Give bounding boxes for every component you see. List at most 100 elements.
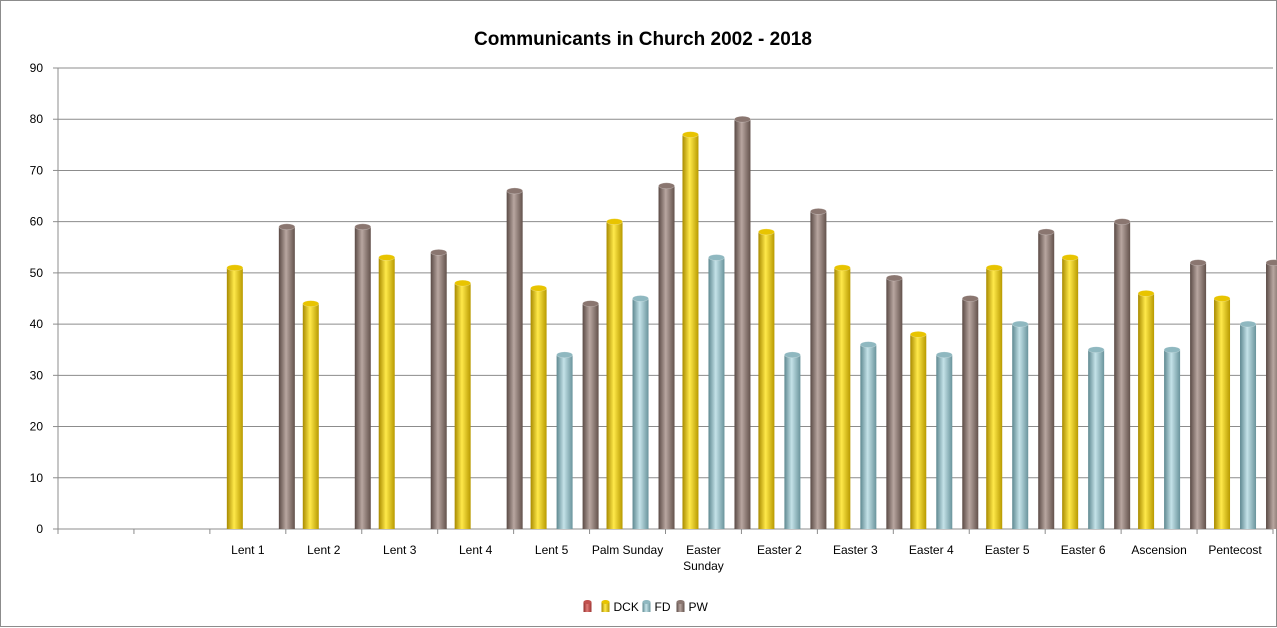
bar-top	[961, 295, 979, 302]
bar-dck-6	[530, 284, 547, 529]
bar-top	[278, 223, 296, 231]
bar-body	[454, 283, 471, 529]
bar-body	[936, 354, 953, 529]
bar-dck-4	[378, 254, 396, 529]
bar-top	[354, 223, 372, 231]
bar-pw-5	[506, 187, 523, 529]
y-tick-label: 30	[30, 368, 44, 382]
bar-fd-14	[1163, 346, 1181, 529]
bar-body	[886, 278, 903, 529]
bar-pw-11	[961, 295, 979, 529]
bar-fd-12	[1011, 320, 1029, 529]
bar-body	[1214, 298, 1231, 529]
bar-body	[632, 298, 649, 529]
bar-top	[1113, 218, 1131, 225]
legend-swatch	[642, 602, 651, 612]
bar-dck-5	[454, 279, 471, 529]
bar-top	[226, 264, 244, 272]
bar-top	[582, 300, 599, 307]
bar-body	[784, 354, 801, 529]
bar-top	[658, 182, 675, 190]
legend-entry-dck: DCK	[601, 600, 639, 614]
bar-pw-13	[1113, 218, 1131, 529]
bar-top	[1189, 259, 1207, 266]
y-tick-label: 60	[30, 215, 44, 229]
bar-top	[430, 249, 448, 256]
bar-pw-15	[1265, 259, 1277, 529]
bar-fd-6	[556, 351, 573, 529]
bar-body	[1266, 262, 1277, 529]
bar-dck-3	[302, 300, 320, 529]
bar-body	[758, 231, 775, 529]
bar-body	[986, 267, 1003, 529]
legend-swatch-top	[642, 600, 651, 604]
y-tick-label: 0	[36, 522, 43, 536]
bar-body	[860, 344, 877, 529]
legend-entry-series	[583, 600, 592, 612]
bar-body	[1114, 221, 1131, 529]
bar-body	[354, 226, 371, 530]
bar-top	[1213, 295, 1231, 302]
y-tick-label: 90	[30, 61, 44, 75]
bar-body	[530, 288, 547, 529]
bar-dck-8	[682, 131, 699, 530]
bar-body	[810, 211, 827, 529]
x-tick-label: Easter 3	[833, 543, 878, 557]
bar-top	[886, 274, 903, 282]
x-tick-label: Ascension	[1131, 543, 1186, 557]
x-tick-label: Easter 6	[1061, 543, 1106, 557]
legend-label: FD	[655, 600, 671, 614]
bar-body	[226, 267, 243, 529]
bar-dck-12	[985, 264, 1003, 529]
x-tick-label: Easter	[686, 543, 721, 557]
bar-body	[1088, 349, 1105, 529]
legend-swatch-top	[676, 600, 685, 604]
bar-top	[682, 131, 699, 138]
bar-dck-10	[834, 264, 851, 529]
legend-entry-fd: FD	[642, 600, 671, 614]
bar-body	[1138, 293, 1155, 529]
bar-body	[1038, 231, 1055, 529]
bar-dck-7	[606, 218, 623, 529]
bar-fd-15	[1239, 320, 1257, 529]
x-tick-label: Lent 5	[535, 543, 569, 557]
bar-top	[632, 295, 649, 302]
bar-top	[784, 351, 801, 359]
bar-top	[1137, 290, 1155, 297]
legend: DCK FD PW	[583, 600, 709, 614]
bar-top	[810, 208, 827, 215]
bar-pw-2	[278, 223, 296, 530]
x-tick-label: Lent 3	[383, 543, 417, 557]
bar-body	[278, 226, 295, 530]
bar-body	[302, 303, 319, 529]
bar-body	[506, 190, 523, 529]
x-tick-label: Lent 4	[459, 543, 493, 557]
bar-top	[1265, 259, 1277, 266]
legend-label: PW	[689, 600, 709, 614]
bar-dck-14	[1137, 290, 1155, 529]
y-tick-label: 70	[30, 163, 44, 177]
bar-dck-15	[1213, 295, 1231, 529]
bar-body	[1190, 262, 1207, 529]
legend-label: DCK	[614, 600, 639, 614]
bar-top	[758, 228, 775, 236]
tick-labels: 0 10 20 30 40 50 60 70 80 90 Lent 1 Lent 2 Lent 3 Len…	[30, 61, 1263, 573]
bar-top	[1061, 254, 1079, 261]
bar-top	[935, 351, 953, 359]
bar-pw-8	[734, 115, 751, 529]
bar-body	[708, 257, 725, 529]
bar-pw-4	[430, 249, 448, 529]
bar-body	[910, 334, 927, 529]
bar-top	[530, 284, 547, 292]
bar-fd-11	[935, 351, 953, 529]
bar-top	[708, 254, 725, 261]
x-tick-label: Palm Sunday	[592, 543, 663, 557]
y-tick-label: 40	[30, 317, 44, 331]
x-tick-label: Pentecost	[1208, 543, 1262, 557]
bar-pw-10	[886, 274, 903, 529]
bar-fd-13	[1087, 346, 1105, 529]
bar-body	[834, 267, 851, 529]
x-tick-label: Sunday	[683, 559, 724, 573]
bar-pw-3	[354, 223, 372, 530]
